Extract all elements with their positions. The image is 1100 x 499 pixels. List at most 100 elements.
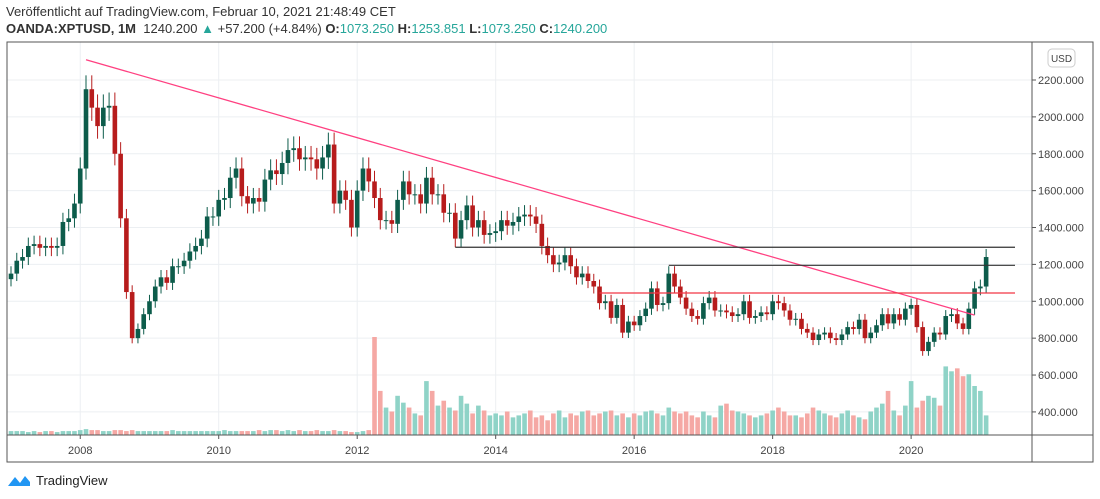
candle-body: [787, 310, 793, 320]
volume-bar: [966, 374, 972, 435]
x-tick-label: 2018: [760, 445, 784, 457]
volume-bar: [654, 413, 660, 435]
volume-bar: [643, 411, 648, 435]
candle-body: [268, 170, 273, 180]
volume-bar: [579, 411, 585, 435]
volume-bar: [395, 395, 400, 435]
candle-body: [758, 312, 764, 317]
volume-bar: [101, 431, 106, 435]
volume-bar: [54, 432, 60, 435]
volume-bar: [326, 431, 331, 435]
candle-body: [960, 323, 966, 329]
volume-bar: [89, 430, 95, 435]
volume-bar: [124, 431, 129, 435]
candle-body: [868, 332, 874, 339]
candle-body: [978, 286, 983, 289]
volume-bar: [285, 430, 291, 435]
candle-body: [539, 223, 545, 246]
candle-body: [781, 303, 787, 311]
volume-bar: [199, 431, 204, 435]
candle-body: [528, 214, 533, 217]
volume-bar: [435, 405, 441, 435]
close-value: 1240.200: [553, 21, 608, 36]
volume-bar: [291, 431, 297, 435]
volume-bar: [452, 410, 458, 435]
tradingview-logo[interactable]: TradingView: [6, 472, 108, 488]
candle-body: [447, 212, 452, 214]
volume-bar: [770, 410, 775, 435]
volume-bar: [764, 413, 770, 435]
volume-bar: [781, 411, 787, 435]
candle-body: [152, 286, 158, 302]
chart-frame: [6, 41, 1094, 463]
candle-body: [833, 338, 839, 341]
candle-body: [487, 233, 493, 235]
volume-bar: [360, 431, 366, 435]
candle-body: [181, 260, 187, 267]
volume-bar: [222, 430, 227, 435]
price-change: +57.200 (+4.84%): [217, 21, 322, 36]
candle-body: [666, 273, 672, 304]
volume-bar: [897, 415, 902, 435]
candle-body: [908, 304, 914, 309]
volume-bar: [556, 410, 562, 435]
volume-bar: [343, 431, 348, 435]
volume-bar: [481, 410, 487, 435]
candle-body: [401, 181, 406, 200]
volume-bar: [441, 400, 447, 435]
volume-bar: [447, 407, 452, 435]
candle-body: [926, 341, 931, 352]
candle-body: [49, 245, 54, 248]
volume-bar: [487, 415, 493, 435]
candle-body: [435, 194, 441, 196]
y-tick-label: 1600.000: [1038, 186, 1084, 198]
volume-bar: [401, 402, 406, 435]
candle-body: [816, 334, 822, 341]
candle-body: [729, 312, 735, 317]
candle-body: [510, 221, 516, 226]
volume-bar: [349, 432, 354, 435]
volume-bar: [637, 415, 643, 435]
volume-bar: [683, 411, 689, 435]
candle-body: [551, 255, 556, 265]
candle-body: [712, 297, 718, 311]
candle-body: [851, 327, 856, 329]
volume-bar: [885, 390, 891, 435]
volume-bar: [804, 413, 810, 435]
candle-body: [706, 297, 712, 304]
candle-body: [597, 286, 602, 304]
y-tick-label: 1800.000: [1038, 149, 1084, 161]
volume-bar: [954, 368, 960, 435]
volume-bar: [476, 405, 481, 435]
candle-body: [372, 181, 377, 199]
y-tick-label: 1200.000: [1038, 259, 1084, 271]
trendline: [85, 59, 975, 316]
logo-text: TradingView: [36, 472, 108, 488]
volume-bar: [510, 417, 516, 435]
tradingview-cloud-icon: [8, 476, 30, 486]
volume-bar: [418, 415, 423, 435]
volume-bar: [949, 371, 954, 435]
candle-body: [26, 245, 31, 258]
volume-bar: [712, 417, 718, 435]
volume-bar: [568, 413, 573, 435]
volume-bar: [874, 407, 879, 435]
candle-body: [949, 314, 954, 317]
candle-body: [603, 301, 608, 304]
candle-body: [626, 321, 631, 333]
volume-bar: [689, 415, 695, 435]
volume-bar: [810, 407, 816, 435]
volume-bar: [729, 410, 735, 435]
candle-body: [614, 304, 620, 318]
volume-bar: [49, 431, 54, 435]
volume-bar: [516, 415, 522, 435]
currency-badge[interactable]: [1047, 48, 1076, 68]
candle-body: [291, 148, 297, 151]
volume-bar: [83, 429, 89, 435]
candle-body: [176, 266, 181, 268]
volume-bar: [354, 432, 360, 435]
volume-bar: [227, 431, 233, 435]
candle-body: [943, 316, 949, 335]
volume-bar: [943, 366, 949, 435]
